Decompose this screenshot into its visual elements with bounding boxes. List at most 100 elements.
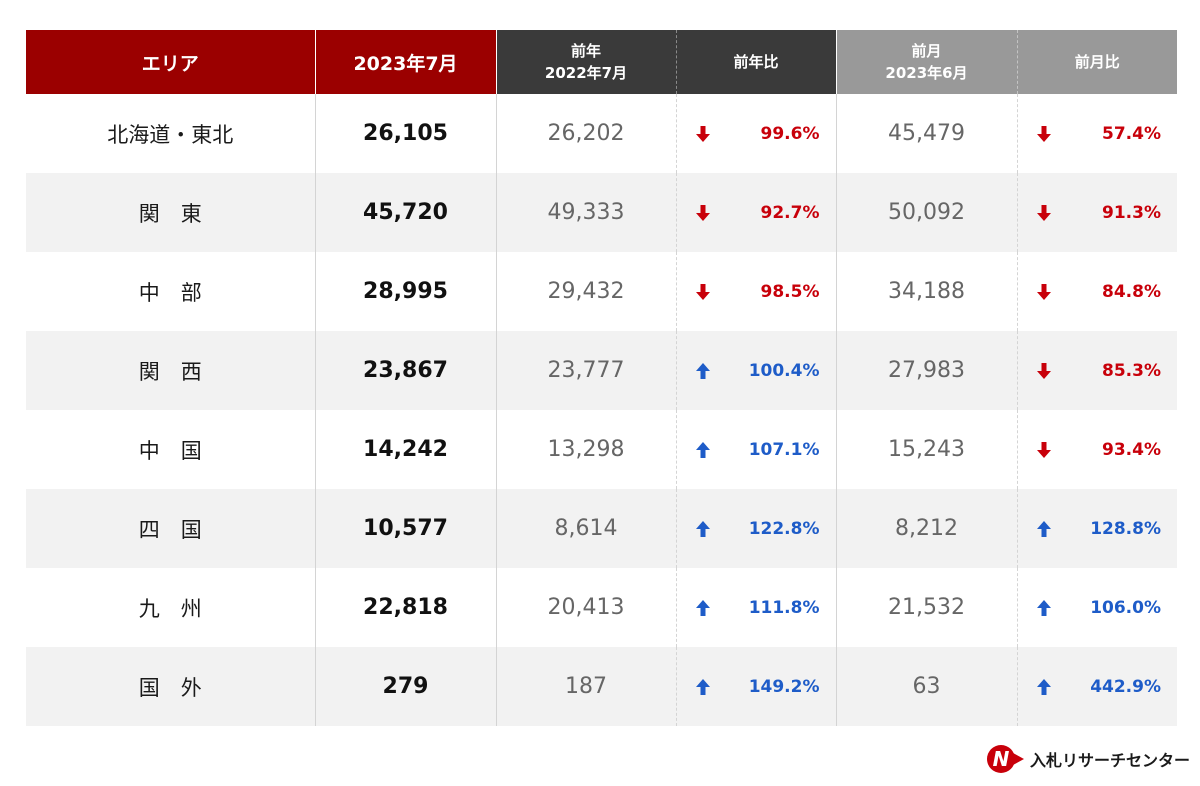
arrow-up-icon	[695, 520, 710, 537]
cell-mom: 84.8%	[1017, 252, 1177, 331]
cell-mom-value: 85.3%	[1102, 360, 1161, 381]
cell-mom-wrap: 106.0%	[1018, 568, 1178, 647]
brand-logo: N 入札リサーチセンター	[986, 742, 1190, 776]
table-row: 北海道・東北 26,105 26,202 99.6% 45,479 57.4%	[26, 94, 1177, 173]
header-prev-year-line1: 前年	[570, 42, 601, 60]
cell-area: 中 部	[26, 252, 316, 331]
table-row: 中 国 14,242 13,298 107.1% 15,243 93.4%	[26, 410, 1177, 489]
cell-prev-month: 63	[836, 647, 1018, 726]
cell-mom-value: 106.0%	[1090, 597, 1161, 618]
cell-yoy-value: 92.7%	[760, 202, 820, 223]
cell-current: 22,818	[315, 568, 497, 647]
table-row: 中 部 28,995 29,432 98.5% 34,188 84.8%	[26, 252, 1177, 331]
cell-current: 26,105	[315, 94, 497, 173]
arrow-down-icon	[695, 204, 710, 221]
table-row: 国 外 279 187 149.2% 63 442.9%	[26, 647, 1177, 726]
table-body: 北海道・東北 26,105 26,202 99.6% 45,479 57.4% 関 東 45,…	[26, 94, 1177, 726]
cell-mom-wrap: 128.8%	[1018, 489, 1178, 568]
cell-current: 28,995	[315, 252, 497, 331]
cell-prev-month: 45,479	[836, 94, 1018, 173]
arrow-up-icon	[695, 678, 710, 695]
cell-area: 北海道・東北	[26, 94, 316, 173]
table-row: 四 国 10,577 8,614 122.8% 8,212 128.8%	[26, 489, 1177, 568]
cell-area: 国 外	[26, 647, 316, 726]
header-yoy: 前年比	[676, 30, 837, 94]
cell-yoy: 149.2%	[676, 647, 837, 726]
cell-yoy: 111.8%	[676, 568, 837, 647]
cell-prev-year: 187	[496, 647, 677, 726]
arrow-down-icon	[695, 283, 710, 300]
arrow-up-icon	[695, 441, 710, 458]
logo-mark-icon: N	[987, 745, 1024, 773]
arrow-down-icon	[1036, 204, 1051, 221]
cell-mom-wrap: 442.9%	[1018, 647, 1178, 726]
cell-prev-year: 29,432	[496, 252, 677, 331]
cell-yoy-value: 149.2%	[748, 676, 820, 697]
arrow-up-icon	[695, 599, 710, 616]
cell-mom-value: 57.4%	[1102, 123, 1161, 144]
cell-yoy-wrap: 107.1%	[677, 410, 836, 489]
cell-mom-wrap: 57.4%	[1018, 94, 1178, 173]
table-row: 九 州 22,818 20,413 111.8% 21,532 106.0%	[26, 568, 1177, 647]
cell-yoy-wrap: 92.7%	[677, 173, 836, 252]
cell-mom-wrap: 85.3%	[1018, 331, 1178, 410]
cell-prev-year: 20,413	[496, 568, 677, 647]
cell-mom-value: 91.3%	[1102, 202, 1161, 223]
cell-yoy-wrap: 111.8%	[677, 568, 836, 647]
cell-yoy-value: 107.1%	[748, 439, 820, 460]
cell-current: 23,867	[315, 331, 497, 410]
cell-yoy-value: 100.4%	[748, 360, 820, 381]
cell-yoy-value: 99.6%	[760, 123, 820, 144]
cell-prev-year: 8,614	[496, 489, 677, 568]
cell-mom: 85.3%	[1017, 331, 1177, 410]
arrow-up-icon	[1036, 520, 1051, 537]
header-prev-month-line2: 2023年6月	[885, 64, 968, 82]
cell-mom: 91.3%	[1017, 173, 1177, 252]
cell-area: 関 東	[26, 173, 316, 252]
table-row: 関 西 23,867 23,777 100.4% 27,983 85.3%	[26, 331, 1177, 410]
cell-prev-month: 8,212	[836, 489, 1018, 568]
arrow-down-icon	[1036, 441, 1051, 458]
cell-prev-year: 23,777	[496, 331, 677, 410]
cell-current: 14,242	[315, 410, 497, 489]
cell-yoy-value: 98.5%	[760, 281, 820, 302]
cell-mom-wrap: 91.3%	[1018, 173, 1178, 252]
cell-mom: 128.8%	[1017, 489, 1177, 568]
cell-prev-year: 49,333	[496, 173, 677, 252]
cell-mom: 93.4%	[1017, 410, 1177, 489]
cell-yoy: 99.6%	[676, 94, 837, 173]
cell-area: 中 国	[26, 410, 316, 489]
cell-yoy-value: 111.8%	[748, 597, 820, 618]
cell-yoy: 100.4%	[676, 331, 837, 410]
cell-yoy-wrap: 149.2%	[677, 647, 836, 726]
cell-yoy-wrap: 98.5%	[677, 252, 836, 331]
cell-prev-month: 15,243	[836, 410, 1018, 489]
table-row: 関 東 45,720 49,333 92.7% 50,092 91.3%	[26, 173, 1177, 252]
cell-mom: 57.4%	[1017, 94, 1177, 173]
table-header-row: エリア 2023年7月 前年 2022年7月 前年比 前月 2023年6月 前月…	[26, 30, 1177, 94]
cell-yoy-wrap: 100.4%	[677, 331, 836, 410]
cell-mom-value: 128.8%	[1090, 518, 1161, 539]
arrow-down-icon	[695, 125, 710, 142]
cell-yoy: 107.1%	[676, 410, 837, 489]
cell-prev-year: 13,298	[496, 410, 677, 489]
cell-prev-month: 34,188	[836, 252, 1018, 331]
header-area: エリア	[26, 30, 316, 94]
cell-yoy: 122.8%	[676, 489, 837, 568]
cell-mom-value: 442.9%	[1090, 676, 1161, 697]
arrow-down-icon	[1036, 283, 1051, 300]
cell-mom-value: 84.8%	[1102, 281, 1161, 302]
cell-current: 45,720	[315, 173, 497, 252]
cell-prev-month: 27,983	[836, 331, 1018, 410]
arrow-up-icon	[1036, 678, 1051, 695]
arrow-up-icon	[695, 362, 710, 379]
logo-mark-letter: N	[993, 747, 1010, 771]
cell-mom: 106.0%	[1017, 568, 1177, 647]
arrow-down-icon	[1036, 125, 1051, 142]
cell-current: 279	[315, 647, 497, 726]
header-mom: 前月比	[1017, 30, 1177, 94]
header-prev-year-line2: 2022年7月	[544, 64, 628, 82]
cell-area: 関 西	[26, 331, 316, 410]
cell-yoy-wrap: 122.8%	[677, 489, 836, 568]
comparison-table: エリア 2023年7月 前年 2022年7月 前年比 前月 2023年6月 前月…	[26, 30, 1177, 726]
